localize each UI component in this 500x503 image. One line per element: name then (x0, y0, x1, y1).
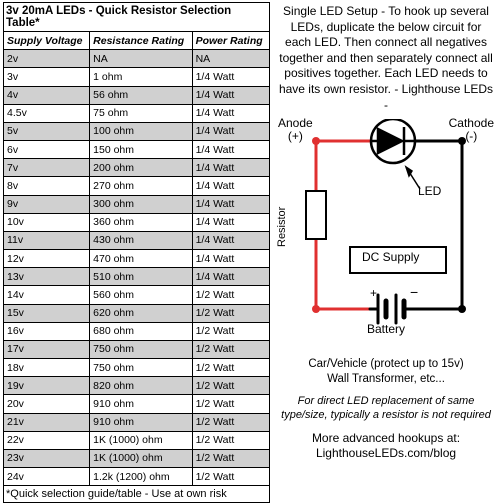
instructions-text: Single LED Setup - To hook up several LE… (278, 4, 494, 113)
table-row: 10v360 ohm1/4 Watt (4, 213, 270, 231)
anode-label: Anode(+) (278, 117, 313, 143)
col-resistance: Resistance Rating (90, 32, 192, 50)
table-row: 15v620 ohm1/2 Watt (4, 304, 270, 322)
battery-subtext: Car/Vehicle (protect up to 15v)Wall Tran… (278, 357, 494, 387)
table-row: 22v1K (1000) ohm1/2 Watt (4, 431, 270, 449)
col-power: Power Rating (192, 32, 269, 50)
table-row: 4.5v75 ohm1/4 Watt (4, 104, 270, 122)
more-url: LighthouseLEDs.com/blog (316, 446, 456, 460)
table-row: 19v820 ohm1/2 Watt (4, 377, 270, 395)
resistor-label: Resistor (276, 207, 288, 247)
table-row: 12v470 ohm1/4 Watt (4, 250, 270, 268)
dc-supply-label: DC Supply (362, 251, 419, 264)
table-row: 17v750 ohm1/2 Watt (4, 340, 270, 358)
svg-text:+: + (370, 286, 377, 300)
table-row: 13v510 ohm1/4 Watt (4, 268, 270, 286)
table-row: 8v270 ohm1/4 Watt (4, 177, 270, 195)
table-row: 24v1.2k (1200) ohm1/2 Watt (4, 468, 270, 486)
table-row: 16v680 ohm1/2 Watt (4, 322, 270, 340)
circuit-diagram: + − Anode(+) Cathode(-) LED Resistor DC … (278, 119, 494, 349)
table-title: 3v 20mA LEDs - Quick Resistor Selection … (3, 2, 270, 31)
table-row: 7v200 ohm1/4 Watt (4, 159, 270, 177)
table-row: 14v560 ohm1/2 Watt (4, 286, 270, 304)
table-row: 4v56 ohm1/4 Watt (4, 86, 270, 104)
more-hookups: More advanced hookups at: LighthouseLEDs… (278, 431, 494, 462)
col-voltage: Supply Voltage (4, 32, 90, 50)
table-row: 20v910 ohm1/2 Watt (4, 395, 270, 413)
cathode-label: Cathode(-) (449, 117, 494, 143)
table-row: 9v300 ohm1/4 Watt (4, 195, 270, 213)
led-label: LED (418, 185, 441, 198)
table-row: 2vNANA (4, 50, 270, 68)
table-row: 18v750 ohm1/2 Watt (4, 359, 270, 377)
table-row: 11v430 ohm1/4 Watt (4, 231, 270, 249)
table-row: 6v150 ohm1/4 Watt (4, 141, 270, 159)
table-row: 21v910 ohm1/2 Watt (4, 413, 270, 431)
table-footnote: *Quick selection guide/table - Use at ow… (3, 486, 270, 503)
resistor-table: Supply Voltage Resistance Rating Power R… (3, 31, 270, 486)
table-row: 3v1 ohm1/4 Watt (4, 68, 270, 86)
table-row: 5v100 ohm1/4 Watt (4, 122, 270, 140)
battery-label: Battery (278, 323, 494, 336)
svg-text:−: − (410, 284, 418, 300)
italic-note: For direct LED replacement of same type/… (278, 395, 494, 423)
table-row: 23v1K (1000) ohm1/2 Watt (4, 449, 270, 467)
